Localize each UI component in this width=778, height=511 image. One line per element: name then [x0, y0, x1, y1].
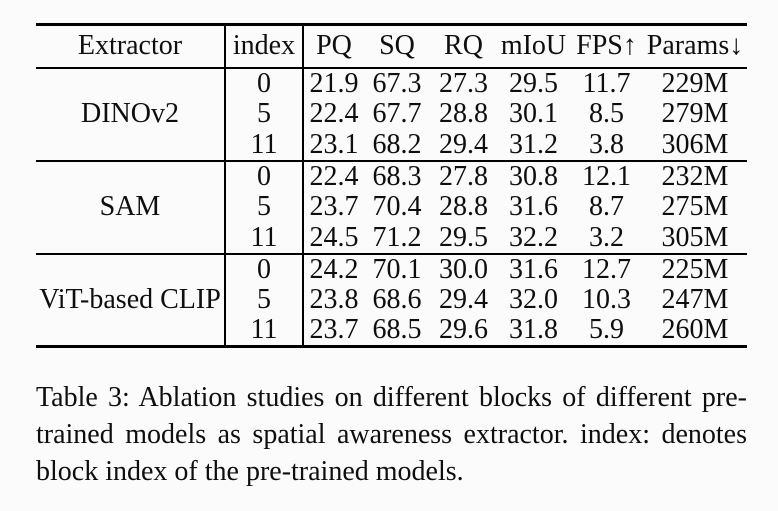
index-cell: 11	[224, 222, 303, 254]
metric-cell: 232M	[643, 159, 747, 192]
index-cell: 0	[224, 252, 303, 285]
group-dinov2: DINOv2 0 21.9 67.3 27.3 29.5 11.7 229M 5…	[36, 66, 747, 161]
ablation-table: Extractor index PQ SQ RQ mIoU FPS↑ Param…	[36, 23, 747, 348]
metric-cell: 12.1	[570, 159, 643, 192]
metric-cell: 3.2	[589, 221, 624, 253]
index-cell: 11	[224, 315, 303, 347]
index-cell: 5	[224, 98, 303, 130]
caption-line: block index of the pre-trained models.	[36, 456, 464, 487]
metric-cell: 27.8	[430, 159, 497, 192]
metric-cell: 24.5	[302, 222, 364, 254]
metric-cell: 29.5	[497, 66, 570, 99]
table-row: 11 23.7 68.5 29.6 31.8 5.9 260M	[36, 314, 747, 347]
table-figure: Extractor index PQ SQ RQ mIoU FPS↑ Param…	[36, 23, 747, 490]
header-row: Extractor index PQ SQ RQ mIoU FPS↑ Param…	[36, 24, 747, 69]
metric-cell: 24.2	[302, 252, 364, 285]
index-cell: 5	[224, 191, 303, 223]
metric-cell: 305M	[661, 221, 729, 253]
metric-cell: 29.6	[439, 314, 488, 346]
metric-cell: 27.3	[430, 66, 497, 99]
header-extractor: Extractor	[36, 24, 225, 69]
metric-cell: 70.1	[364, 252, 430, 285]
index-cell: 11	[224, 129, 303, 161]
metric-cell: 71.2	[372, 221, 422, 253]
index-cell: 0	[224, 159, 303, 192]
metric-cell: 29.5	[439, 221, 488, 253]
metric-cell: 279M	[661, 98, 729, 129]
metric-cell: 31.6	[509, 191, 558, 222]
metric-cell: 21.9	[302, 66, 364, 99]
header-sq: SQ	[364, 24, 430, 69]
metric-cell: 31.6	[497, 252, 570, 285]
metric-cell: 30.1	[509, 98, 558, 129]
metric-cell: 11.7	[570, 66, 643, 99]
table-header: Extractor index PQ SQ RQ mIoU FPS↑ Param…	[36, 24, 747, 69]
metric-cell: 68.5	[372, 314, 422, 346]
metric-cell: 5.9	[589, 314, 624, 346]
table-row: 11 24.5 71.2 29.5 32.2 3.2 305M	[36, 221, 747, 254]
header-rq: RQ	[430, 24, 497, 69]
metric-cell: 225M	[643, 252, 747, 285]
metric-cell: 67.3	[364, 66, 430, 99]
metric-cell: 68.3	[364, 159, 430, 192]
header-fps: FPS↑	[570, 24, 643, 69]
metric-cell: 29.4	[439, 128, 488, 160]
metric-cell: 30.8	[497, 159, 570, 192]
header-miou: mIoU	[497, 24, 570, 69]
extractor-name: DINOv2	[36, 66, 225, 161]
header-params: Params↓	[643, 24, 747, 69]
table-row: 11 23.1 68.2 29.4 31.2 3.8 306M	[36, 128, 747, 161]
metric-cell: 229M	[643, 66, 747, 99]
metric-cell: 8.7	[589, 191, 624, 222]
table-row: SAM 0 22.4 68.3 27.8 30.8 12.1 232M	[36, 159, 747, 254]
metric-cell: 306M	[661, 128, 729, 160]
table-row: DINOv2 0 21.9 67.3 27.3 29.5 11.7 229M	[36, 66, 747, 161]
metric-cell: 22.4	[302, 98, 364, 130]
index-cell: 0	[224, 66, 303, 99]
metric-cell: 22.4	[302, 159, 364, 192]
group-sam: SAM 0 22.4 68.3 27.8 30.8 12.1 232M 5 23…	[36, 159, 747, 254]
table-row: 5 23.7 70.4 28.8 31.6 8.7 275M	[36, 191, 747, 223]
extractor-name: ViT-based CLIP	[36, 252, 225, 347]
metric-cell: 275M	[661, 191, 729, 222]
metric-cell: 10.3	[582, 284, 631, 315]
metric-cell: 8.5	[589, 98, 624, 129]
metric-cell: 12.7	[570, 252, 643, 285]
metric-cell: 68.6	[372, 284, 422, 315]
metric-cell: 28.8	[439, 191, 488, 222]
table-row: ViT-based CLIP 0 24.2 70.1 30.0 31.6 12.…	[36, 252, 747, 347]
header-index: index	[224, 24, 303, 69]
table-caption: Table 3: Ablation studies on different b…	[36, 379, 747, 490]
table-row: 5 23.8 68.6 29.4 32.0 10.3 247M	[36, 284, 747, 316]
caption-line: trained models as spatial awareness extr…	[36, 419, 747, 450]
metric-cell: 23.7	[302, 315, 364, 347]
metric-cell: 68.2	[372, 128, 422, 160]
metric-cell: 70.4	[372, 191, 422, 222]
metric-cell: 31.8	[509, 314, 558, 346]
extractor-name: SAM	[36, 159, 225, 254]
table-row: 5 22.4 67.7 28.8 30.1 8.5 279M	[36, 98, 747, 130]
metric-cell: 31.2	[509, 128, 558, 160]
metric-cell: 260M	[661, 314, 729, 346]
group-vit-clip: ViT-based CLIP 0 24.2 70.1 30.0 31.6 12.…	[36, 252, 747, 347]
metric-cell: 23.7	[302, 191, 364, 223]
header-pq: PQ	[302, 24, 364, 69]
metric-cell: 3.8	[589, 128, 624, 160]
metric-cell: 28.8	[439, 98, 488, 129]
index-cell: 5	[224, 284, 303, 316]
metric-cell: 23.1	[302, 129, 364, 161]
metric-cell: 30.0	[430, 252, 497, 285]
metric-cell: 32.2	[509, 221, 558, 253]
metric-cell: 247M	[661, 284, 729, 315]
metric-cell: 67.7	[372, 98, 422, 129]
caption-line: Table 3: Ablation studies on different b…	[36, 382, 747, 413]
metric-cell: 32.0	[509, 284, 558, 315]
metric-cell: 23.8	[302, 284, 364, 316]
metric-cell: 29.4	[439, 284, 488, 315]
